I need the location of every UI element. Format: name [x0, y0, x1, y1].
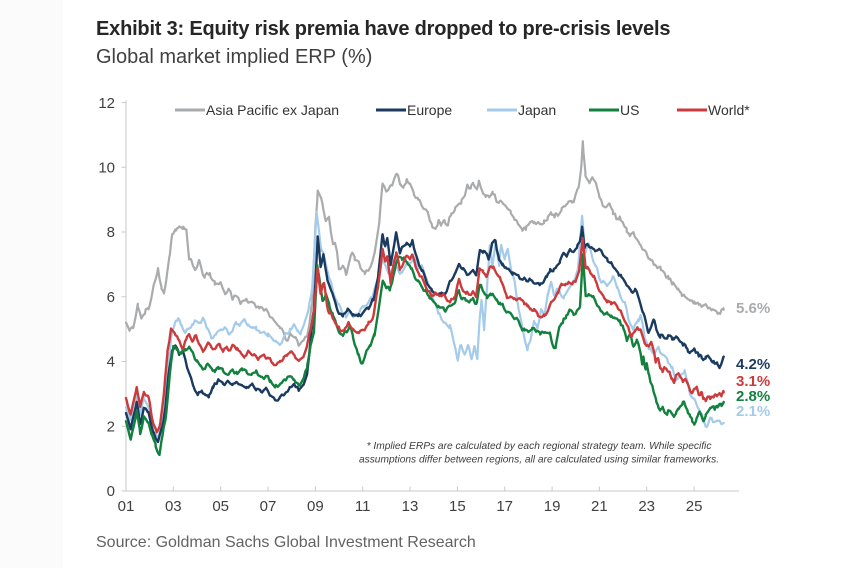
svg-text:8: 8 — [107, 224, 115, 241]
svg-text:03: 03 — [165, 498, 182, 515]
svg-text:US: US — [620, 102, 639, 118]
svg-text:21: 21 — [591, 498, 608, 515]
svg-text:assumptions differ between reg: assumptions differ between regions, all … — [359, 455, 719, 466]
svg-text:01: 01 — [118, 498, 135, 515]
svg-text:4.2%: 4.2% — [736, 356, 770, 373]
svg-text:17: 17 — [496, 498, 513, 515]
svg-text:12: 12 — [98, 95, 115, 112]
svg-text:6: 6 — [107, 289, 115, 306]
svg-text:09: 09 — [307, 498, 324, 515]
svg-text:4: 4 — [107, 354, 115, 371]
svg-text:3.1%: 3.1% — [736, 373, 770, 390]
svg-text:11: 11 — [355, 498, 371, 515]
svg-text:25: 25 — [686, 498, 703, 515]
svg-text:2.1%: 2.1% — [736, 403, 770, 420]
svg-text:2.8%: 2.8% — [736, 388, 770, 405]
svg-text:5.6%: 5.6% — [736, 300, 770, 317]
svg-text:* Implied ERPs are calculated: * Implied ERPs are calculated by each re… — [367, 441, 712, 452]
svg-text:15: 15 — [449, 498, 466, 515]
svg-text:2: 2 — [107, 419, 115, 436]
svg-text:13: 13 — [402, 498, 419, 515]
svg-text:Asia Pacific ex Japan: Asia Pacific ex Japan — [206, 102, 339, 118]
svg-text:05: 05 — [212, 498, 229, 515]
svg-text:Japan: Japan — [518, 102, 556, 118]
svg-text:07: 07 — [260, 498, 277, 515]
svg-text:23: 23 — [638, 498, 655, 515]
svg-text:19: 19 — [544, 498, 561, 515]
svg-text:10: 10 — [98, 160, 115, 177]
svg-text:0: 0 — [107, 483, 115, 500]
svg-text:World*: World* — [708, 102, 750, 118]
svg-text:Europe: Europe — [407, 102, 452, 118]
